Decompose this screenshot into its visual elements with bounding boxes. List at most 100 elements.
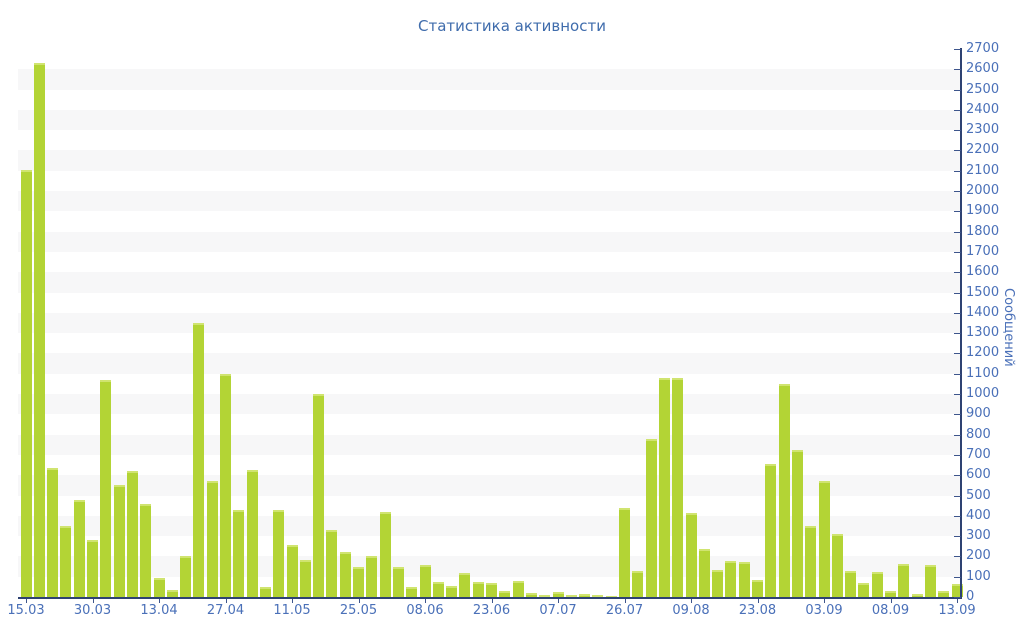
y-axis-tick — [954, 394, 961, 396]
bar[interactable] — [539, 594, 551, 597]
bar[interactable] — [672, 377, 684, 597]
y-axis-tick — [954, 130, 961, 132]
bar[interactable] — [140, 503, 152, 597]
x-axis-tick — [26, 599, 27, 603]
bar[interactable] — [512, 580, 524, 597]
x-tick-label: 27.04 — [206, 603, 245, 618]
bar[interactable] — [406, 586, 418, 597]
bar[interactable] — [924, 564, 936, 597]
bar[interactable] — [605, 595, 617, 597]
bar[interactable] — [419, 564, 431, 597]
bar[interactable] — [579, 593, 591, 597]
bar[interactable] — [778, 383, 790, 597]
x-axis-tick — [425, 599, 426, 603]
bar[interactable] — [831, 534, 843, 597]
bar[interactable] — [33, 63, 45, 597]
bar[interactable] — [592, 594, 604, 597]
bar[interactable] — [47, 468, 59, 597]
bar[interactable] — [685, 512, 697, 597]
bar[interactable] — [698, 549, 710, 597]
chart-title: Статистика активности — [418, 17, 606, 35]
bar[interactable] — [818, 480, 830, 597]
bar[interactable] — [459, 572, 471, 597]
y-axis-tick — [954, 536, 961, 538]
x-axis-tick — [558, 599, 559, 603]
x-axis-tick — [358, 599, 360, 603]
bar[interactable] — [898, 563, 910, 597]
bar[interactable] — [220, 373, 231, 597]
background-band — [18, 150, 962, 171]
bar[interactable] — [153, 577, 165, 597]
bar[interactable] — [791, 449, 803, 597]
bar[interactable] — [752, 579, 763, 597]
bar[interactable] — [113, 485, 125, 597]
bar[interactable] — [725, 561, 737, 597]
bar[interactable] — [326, 530, 338, 597]
y-axis-tick — [954, 272, 961, 274]
bar[interactable] — [486, 582, 497, 597]
y-tick-label: 2700 — [966, 41, 1000, 56]
background-band — [18, 312, 962, 334]
y-tick-label: 2500 — [966, 81, 1000, 97]
bar[interactable] — [552, 591, 564, 597]
bar[interactable] — [87, 540, 98, 597]
bar[interactable] — [73, 499, 85, 597]
bar[interactable] — [392, 566, 404, 597]
bar[interactable] — [20, 169, 32, 597]
bar[interactable] — [339, 552, 351, 597]
bar[interactable] — [206, 481, 218, 597]
y-axis-tick — [954, 170, 961, 172]
bar[interactable] — [765, 464, 777, 597]
y-tick-label: 200 — [966, 548, 991, 564]
bar[interactable] — [366, 556, 378, 597]
x-tick-label: 15.03 — [7, 603, 45, 618]
bar[interactable] — [126, 471, 138, 597]
x-axis-tick — [491, 599, 493, 603]
bar[interactable] — [565, 594, 577, 597]
bar[interactable] — [193, 323, 205, 597]
bar[interactable] — [871, 571, 883, 597]
x-axis-tick — [957, 599, 958, 603]
bar[interactable] — [100, 379, 112, 597]
bar[interactable] — [951, 583, 963, 597]
bar[interactable] — [885, 591, 896, 597]
bar[interactable] — [845, 570, 857, 597]
x-tick-label: 11.05 — [273, 603, 311, 618]
bar[interactable] — [259, 586, 271, 597]
background-band — [18, 69, 962, 90]
y-axis-tick — [954, 231, 961, 233]
y-tick-label: 100 — [966, 568, 991, 584]
bar[interactable] — [246, 470, 258, 597]
bar[interactable] — [313, 394, 325, 597]
bar[interactable] — [273, 509, 285, 597]
bar[interactable] — [658, 377, 670, 597]
y-axis-tick — [954, 414, 961, 416]
bar[interactable] — [632, 570, 644, 597]
bar[interactable] — [525, 593, 537, 597]
bar[interactable] — [166, 589, 178, 597]
bar[interactable] — [805, 525, 817, 597]
background-band — [18, 109, 962, 131]
bar[interactable] — [446, 585, 458, 597]
bar[interactable] — [645, 438, 657, 597]
bar[interactable] — [299, 560, 311, 597]
bar[interactable] — [619, 507, 630, 597]
bar[interactable] — [911, 593, 923, 597]
x-tick-label: 23.08 — [738, 603, 777, 618]
bar[interactable] — [472, 581, 484, 597]
bar[interactable] — [858, 583, 870, 597]
bar[interactable] — [379, 511, 391, 597]
y-axis-tick — [954, 495, 961, 497]
bar[interactable] — [432, 581, 444, 597]
bar[interactable] — [286, 545, 298, 597]
y-axis-tick — [954, 109, 961, 111]
bar[interactable] — [233, 509, 245, 597]
bar[interactable] — [712, 569, 724, 597]
bar[interactable] — [353, 566, 364, 597]
bar[interactable] — [738, 562, 750, 597]
bar[interactable] — [938, 590, 950, 597]
bar[interactable] — [60, 525, 72, 597]
bar[interactable] — [499, 590, 511, 597]
bar[interactable] — [180, 556, 192, 597]
background-band — [18, 394, 962, 415]
